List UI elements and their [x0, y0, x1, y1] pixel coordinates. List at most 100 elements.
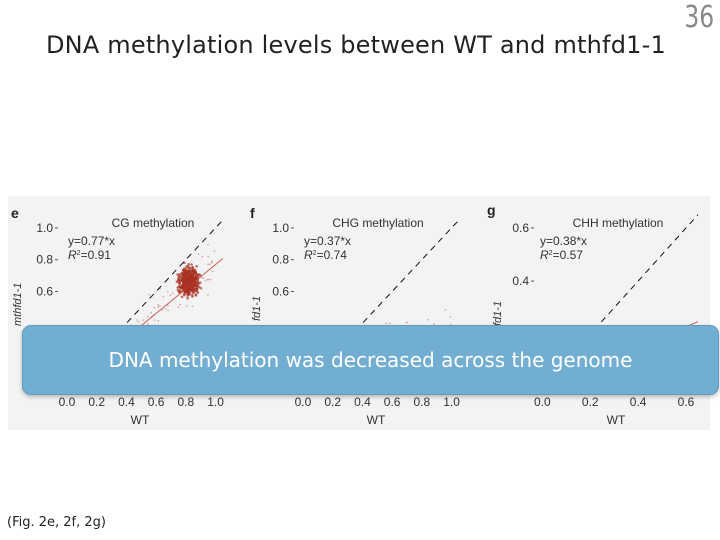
data-point: [193, 278, 197, 281]
panel-label-e: e: [11, 205, 19, 221]
summary-banner-text: DNA methylation was decreased across the…: [108, 348, 633, 372]
data-point: [211, 270, 214, 273]
data-point: [190, 267, 193, 270]
data-point: [190, 289, 194, 293]
summary-banner: DNA methylation was decreased across the…: [22, 325, 719, 395]
data-point: [182, 282, 186, 285]
data-point: [167, 309, 170, 312]
x-tick-label: 0.2: [324, 395, 341, 409]
data-point: [202, 277, 205, 279]
y-tick-label: 0.6: [36, 284, 53, 298]
data-point: [148, 293, 151, 296]
chart-title-e: CG methylation: [112, 216, 195, 230]
data-point: [185, 305, 188, 307]
equation-f: y=0.37*x: [304, 234, 351, 248]
data-point: [162, 295, 165, 298]
data-point: [169, 294, 172, 297]
data-point: [171, 292, 174, 295]
data-point: [208, 263, 211, 266]
figure-caption: (Fig. 2e, 2f, 2g): [7, 515, 106, 530]
equation-text-g: y=0.38*x: [540, 234, 587, 248]
data-point: [207, 293, 209, 296]
data-point: [182, 274, 186, 278]
data-point: [164, 308, 167, 310]
y-tick-label: 0.6: [272, 284, 289, 298]
y-tick-label: 1.0: [36, 221, 53, 235]
chart-title-f: CHG methylation: [332, 216, 423, 230]
data-point: [405, 321, 408, 324]
scatter-points-e: [118, 243, 216, 369]
data-point: [188, 281, 192, 284]
data-point: [183, 277, 186, 280]
data-point: [209, 278, 212, 281]
data-point: [195, 265, 198, 268]
data-point: [192, 273, 195, 277]
r2-value-e: =0.91: [81, 248, 112, 262]
data-point: [187, 263, 190, 266]
data-point: [189, 287, 193, 290]
x-axis-label-g: WT: [607, 413, 626, 427]
data-point: [191, 277, 194, 281]
data-point: [433, 323, 435, 325]
panel-label-f: f: [250, 205, 255, 221]
y-tick-label: 0.8: [36, 253, 53, 267]
x-tick-label: 0.6: [678, 395, 695, 409]
y-ticks-f: 0.6 0.8 1.0: [272, 221, 294, 298]
data-point: [194, 293, 197, 296]
data-point: [194, 272, 198, 276]
data-point: [185, 282, 189, 285]
data-point: [206, 278, 209, 281]
data-point: [191, 305, 194, 308]
data-point: [157, 319, 160, 322]
data-point: [199, 286, 202, 290]
slide-number: 36: [684, 0, 714, 35]
data-point: [187, 287, 190, 291]
data-point: [179, 279, 182, 283]
data-point: [188, 293, 191, 296]
x-axis-label-e: WT: [131, 413, 150, 427]
data-point: [204, 279, 207, 282]
r2-label-g: R: [540, 248, 549, 262]
x-tick-label: 0.8: [178, 395, 195, 409]
y-axis-label-g: fd1-1: [492, 301, 504, 326]
y-axis-label-f: fd1-1: [251, 296, 263, 321]
data-point: [153, 306, 156, 309]
data-point: [157, 306, 160, 308]
data-point: [167, 304, 169, 307]
r2-value-f: =0.74: [317, 248, 348, 262]
r2-value-g: =0.57: [553, 248, 584, 262]
data-point: [183, 293, 186, 297]
equation-text-e: y=0.77*x: [68, 234, 115, 248]
y-tick-label: 1.0: [272, 221, 289, 235]
chart-panel-e: e CG methylation mthfd1-1 WT y=0.77*x R2…: [11, 205, 224, 427]
data-point: [211, 261, 213, 264]
data-point: [195, 282, 198, 285]
data-point: [213, 250, 216, 253]
x-tick-label: 0.2: [582, 395, 599, 409]
data-point: [180, 275, 183, 279]
data-point: [180, 272, 183, 276]
x-tick-label: 0.6: [148, 395, 165, 409]
data-point: [185, 274, 189, 278]
data-point: [150, 311, 153, 314]
data-point: [178, 274, 181, 277]
data-point: [190, 263, 193, 266]
data-point: [385, 322, 387, 325]
x-tick-label: 0.0: [59, 395, 76, 409]
y-ticks-e: 0.6 0.8 1.0: [36, 221, 58, 298]
data-point: [177, 306, 180, 309]
data-point: [388, 322, 391, 325]
data-point: [188, 266, 191, 270]
equation-e: y=0.77*x: [68, 234, 115, 248]
data-point: [194, 289, 197, 292]
data-point: [136, 319, 139, 321]
data-point: [194, 276, 198, 279]
data-point: [192, 284, 195, 287]
equation-text-f: y=0.37*x: [304, 234, 351, 248]
data-point: [187, 290, 190, 293]
data-point: [176, 286, 180, 289]
data-point: [184, 271, 187, 274]
data-point: [146, 315, 149, 318]
data-point: [201, 255, 204, 258]
data-point: [142, 319, 144, 322]
